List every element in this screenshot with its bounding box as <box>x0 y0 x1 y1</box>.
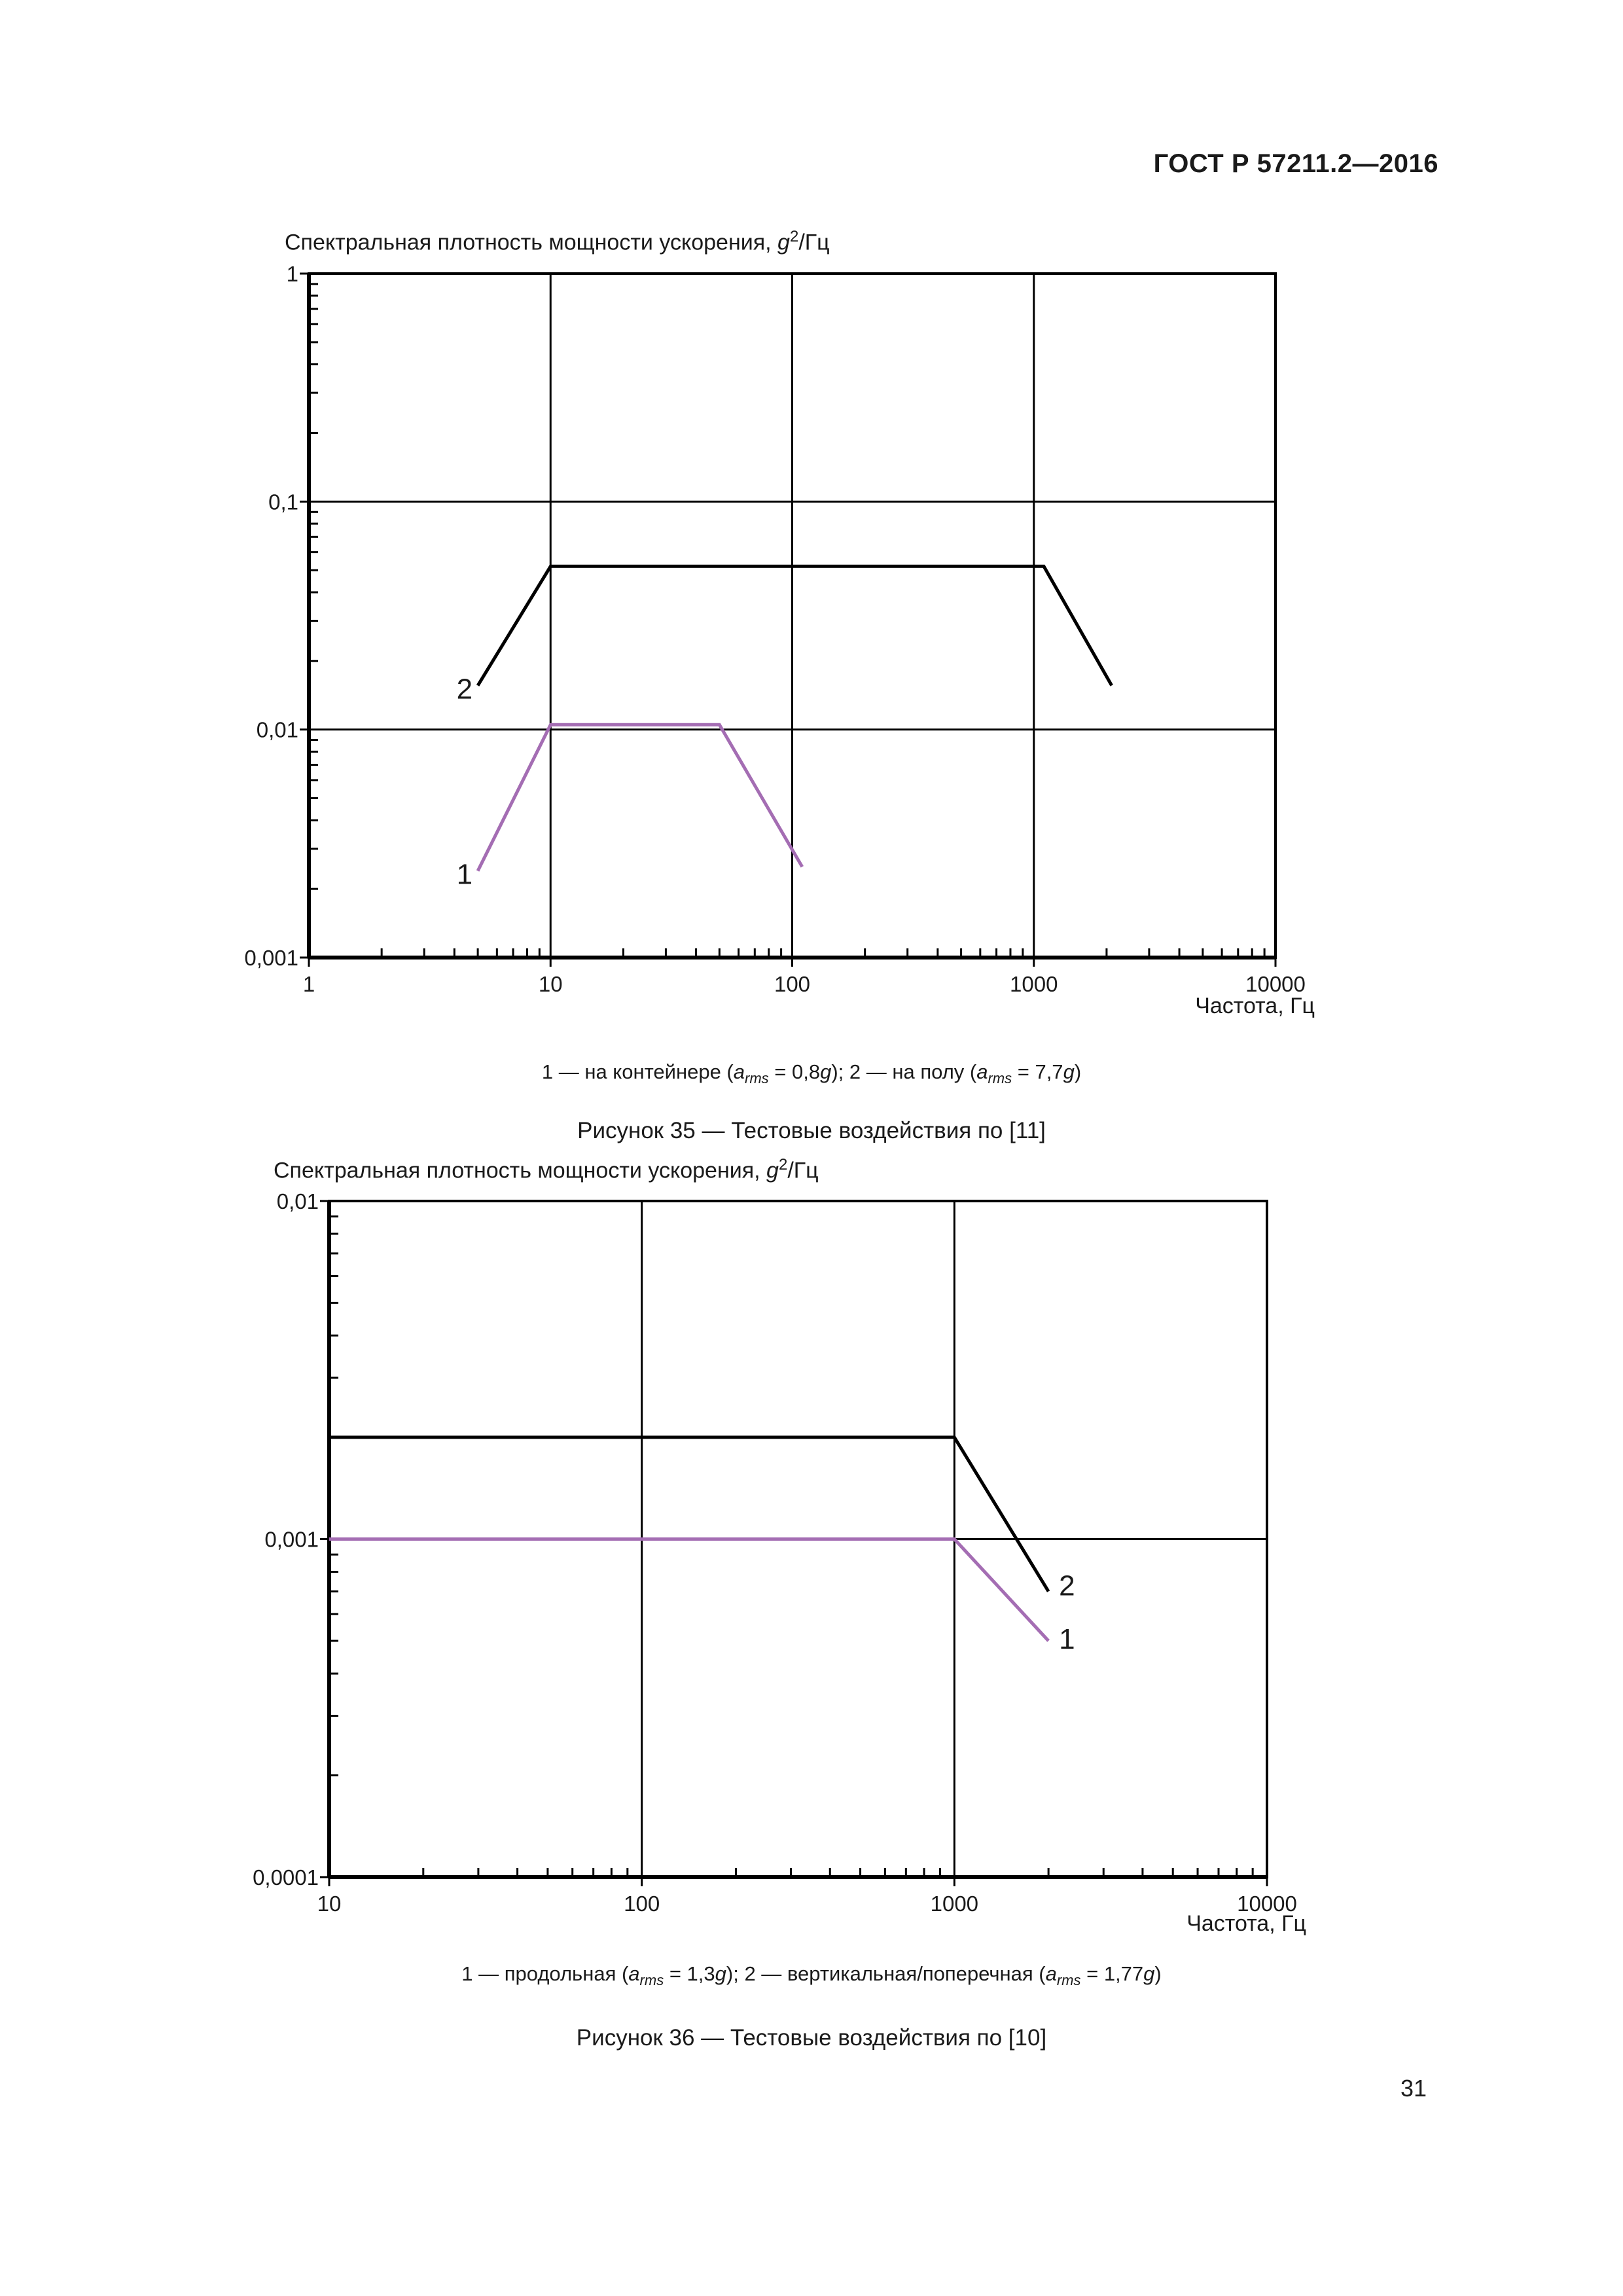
y-axis-title-fig35: Спектральная плотность мощности ускорени… <box>285 228 830 255</box>
series-line-2 <box>329 1435 1050 1592</box>
x-tick-label: 10000 <box>1237 1892 1297 1916</box>
symbol-g: g <box>1063 1060 1075 1083</box>
plot-area: 1 10 100 1000 10000 0,001 0,01 0,1 1 Частота, Гц 1… <box>244 262 1315 1018</box>
symbol-a: a <box>628 1962 640 1985</box>
y-tick-label: 0,001 <box>244 946 298 970</box>
x-tick-label: 1000 <box>1010 972 1058 996</box>
document-header: ГОСТ Р 57211.2—2016 <box>1153 149 1438 178</box>
unit-exponent: 2 <box>789 228 799 245</box>
y-tick-label: 0,0001 <box>253 1865 319 1890</box>
x-tick-label: 10000 <box>1245 972 1306 996</box>
x-tick-label: 10 <box>317 1892 342 1916</box>
unit-tail: /Гц <box>787 1158 819 1183</box>
x-tick-label: 10 <box>539 972 563 996</box>
legend-item2-value: = 7,7 <box>1012 1060 1063 1083</box>
legend-item2-prefix: ); 2 — на полу ( <box>831 1060 977 1083</box>
y-tick-label: 0,01 <box>277 1189 319 1213</box>
y-tick-label: 1 <box>287 262 298 286</box>
y-axis-title-text: Спектральная плотность мощности ускорени… <box>274 1158 767 1183</box>
curve-label-2: 2 <box>457 673 473 705</box>
unit-g: g <box>777 230 790 255</box>
plot-area: 10 100 1000 10000 0,0001 0,001 0,01 Частота, Гц… <box>253 1189 1306 1936</box>
symbol-rms: rms <box>745 1070 769 1087</box>
unit-g: g <box>766 1158 779 1183</box>
y-tick-label: 0,01 <box>257 718 298 742</box>
symbol-rms: rms <box>988 1070 1012 1087</box>
series-line-1 <box>476 723 804 872</box>
symbol-rms: rms <box>639 1972 664 1989</box>
x-tick-label: 1 <box>303 972 315 996</box>
legend-item1-value: = 1,3 <box>664 1962 715 1985</box>
unit-exponent: 2 <box>778 1156 788 1174</box>
legend-item2-value: = 1,77 <box>1080 1962 1144 1985</box>
curve-label-1: 1 <box>457 859 473 891</box>
legend-item1-prefix: 1 — на контейнере ( <box>541 1060 734 1083</box>
legend-item1-prefix: 1 — продольная ( <box>461 1962 629 1985</box>
curve-label-2: 2 <box>1059 1570 1075 1602</box>
legend-close: ) <box>1074 1060 1082 1083</box>
x-tick-label: 100 <box>624 1892 660 1916</box>
y-axis-title-fig36: Спектральная плотность мощности ускорени… <box>274 1156 819 1183</box>
curve-label-1: 1 <box>1059 1623 1075 1655</box>
series-line-1 <box>329 1537 1050 1642</box>
symbol-g: g <box>820 1060 832 1083</box>
symbol-g: g <box>1143 1962 1155 1985</box>
legend-item2-prefix: ); 2 — вертикальная/поперечная ( <box>726 1962 1046 1985</box>
figure-caption-35: Рисунок 35 — Тестовые воздействия по [11… <box>577 1118 1046 1143</box>
x-tick-label: 100 <box>774 972 810 996</box>
x-axis-title: Частота, Гц <box>1195 994 1315 1018</box>
y-tick-label: 0,1 <box>268 490 298 514</box>
symbol-a: a <box>976 1060 988 1083</box>
page-number: 31 <box>1400 2075 1427 2102</box>
y-axis-title-text: Спектральная плотность мощности ускорени… <box>285 230 778 255</box>
legend-close: ) <box>1154 1962 1162 1985</box>
x-tick-label: 1000 <box>931 1892 978 1916</box>
chart-figure-35: 1 10 100 1000 10000 0,001 0,01 0,1 1 Частота, Гц 1… <box>244 262 1315 1018</box>
y-tick-label: 0,001 <box>264 1528 319 1552</box>
unit-tail: /Гц <box>798 230 830 255</box>
figure-caption-36: Рисунок 36 — Тестовые воздействия по [10… <box>576 2025 1047 2051</box>
series-line-2 <box>476 564 1113 687</box>
legend-fig36: 1 — продольная (arms = 1,3g); 2 — вертик… <box>0 1962 1623 1989</box>
legend-item1-value: = 0,8 <box>768 1060 821 1083</box>
symbol-rms: rms <box>1056 1972 1081 1989</box>
legend-fig35: 1 — на контейнере (arms = 0,8g); 2 — на … <box>0 1060 1623 1087</box>
symbol-a: a <box>1045 1962 1057 1985</box>
x-axis-title: Частота, Гц <box>1186 1911 1306 1936</box>
symbol-g: g <box>715 1962 726 1985</box>
symbol-a: a <box>733 1060 745 1083</box>
